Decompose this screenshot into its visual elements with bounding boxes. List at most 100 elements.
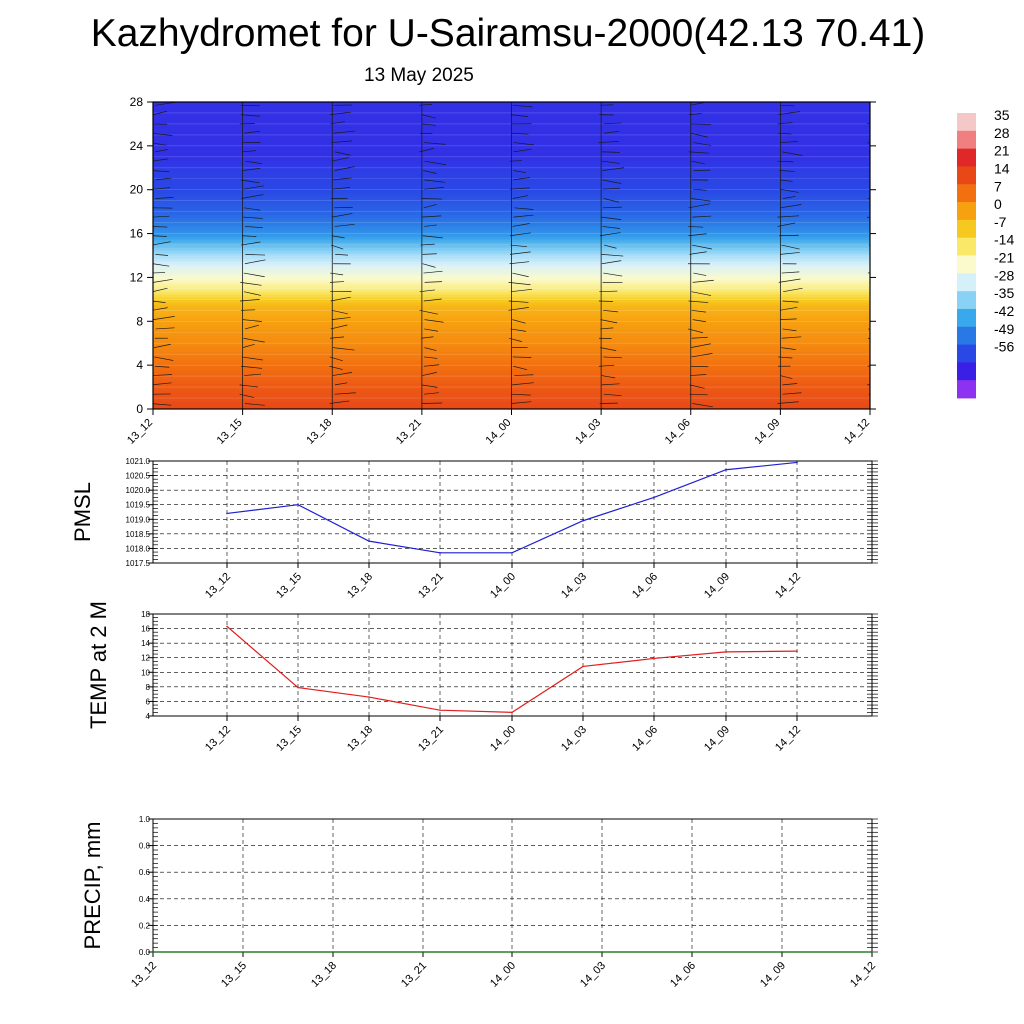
wind-barb xyxy=(692,403,713,408)
wind-barb xyxy=(154,356,174,361)
wind-barb xyxy=(245,254,266,256)
wind-barb xyxy=(602,206,622,209)
x-tick-label: 14_06 xyxy=(663,417,693,447)
wind-barb xyxy=(778,111,801,115)
wind-barb xyxy=(331,157,349,162)
data-point xyxy=(439,552,441,554)
data-point xyxy=(368,696,370,698)
wind-barb xyxy=(692,279,714,283)
x-tick-label: 13_12 xyxy=(129,960,159,990)
wind-barb xyxy=(690,102,704,106)
wind-barb xyxy=(243,291,261,296)
y-tick-label: 1018.0 xyxy=(126,544,151,553)
wind-barb xyxy=(600,327,614,330)
wind-barb xyxy=(153,187,171,190)
wind-barb xyxy=(424,179,445,183)
colorbar-swatch xyxy=(957,113,976,132)
colorbar-label: -21 xyxy=(994,250,1014,266)
x-tick-label: 13_12 xyxy=(203,724,233,754)
wind-barb xyxy=(603,122,622,125)
y-tick-label: 0.0 xyxy=(139,948,151,957)
wind-barb xyxy=(871,236,891,237)
wind-barb xyxy=(871,372,883,376)
x-tick-label: 14_09 xyxy=(752,417,782,447)
wind-barb xyxy=(510,328,527,332)
wind-barb xyxy=(329,365,343,370)
colorbar-swatch xyxy=(957,326,976,345)
wind-barb xyxy=(779,252,800,255)
wind-barb xyxy=(689,251,707,255)
wind-barb xyxy=(423,364,440,367)
wind-barb xyxy=(335,151,351,156)
wind-barb xyxy=(508,307,529,311)
wind-barb xyxy=(333,130,356,134)
x-tick-label: 13_18 xyxy=(304,417,334,447)
wind-barb xyxy=(602,187,620,190)
wind-barb xyxy=(780,318,797,320)
wind-barb xyxy=(243,185,265,190)
y-tick-label: 24 xyxy=(130,139,144,153)
wind-barb xyxy=(871,261,890,264)
y-tick-label: 16 xyxy=(141,625,150,634)
x-tick-label: 13_12 xyxy=(125,417,155,447)
data-point xyxy=(796,461,798,464)
wind-barb xyxy=(241,365,262,369)
wind-barb xyxy=(155,148,169,153)
data-point xyxy=(725,651,727,653)
wind-barb xyxy=(601,383,620,386)
wind-barb xyxy=(693,188,707,191)
x-tick-label: 14_03 xyxy=(573,417,603,447)
colorbar-swatch xyxy=(957,202,976,221)
wind-barb xyxy=(601,260,622,265)
wind-barb xyxy=(777,401,799,404)
wind-barb xyxy=(153,307,168,311)
wind-barb xyxy=(421,114,437,119)
x-tick-label: 14_12 xyxy=(773,724,803,754)
wind-barb xyxy=(513,177,531,181)
wind-barb xyxy=(423,298,442,302)
wind-barb xyxy=(421,384,438,388)
wind-barb xyxy=(872,177,890,179)
wind-barb xyxy=(602,226,620,229)
wind-barb xyxy=(599,232,621,237)
wind-barb xyxy=(604,244,617,249)
wind-barb xyxy=(688,151,710,154)
wind-barb xyxy=(242,319,262,322)
wind-barb xyxy=(242,343,255,348)
wind-barb xyxy=(872,169,891,171)
wind-barb xyxy=(511,132,529,135)
wind-barb xyxy=(422,235,443,239)
y-tick-label: 1.0 xyxy=(139,815,151,824)
data-point xyxy=(601,951,603,953)
y-tick-label: 0.2 xyxy=(139,921,151,930)
wind-barb xyxy=(693,272,707,276)
colorbar-label: -35 xyxy=(994,285,1014,301)
pmsl-panel: 1017.5 1018.0 1018.5 1019.0 1019.5 1020.0 1020… xyxy=(70,457,878,601)
wind-barb xyxy=(154,343,171,348)
wind-barb xyxy=(514,374,534,376)
wind-barb xyxy=(243,272,265,278)
colorbar-swatch xyxy=(957,166,976,185)
wind-barb xyxy=(153,133,173,136)
y-tick-label: 12 xyxy=(141,654,150,663)
wind-barb xyxy=(509,261,530,265)
wind-barb xyxy=(692,319,706,323)
y-tick-label: 1020.0 xyxy=(126,486,151,495)
wind-barb xyxy=(512,223,530,227)
wind-barb xyxy=(508,282,531,286)
wind-barb xyxy=(240,282,262,286)
wind-barb xyxy=(873,292,892,295)
x-tick-label: 13_15 xyxy=(215,417,245,447)
wind-barb xyxy=(332,187,350,190)
y-tick-label: 20 xyxy=(130,183,144,197)
wind-barb xyxy=(512,319,526,324)
colorbar-label: 35 xyxy=(994,107,1010,123)
data-point xyxy=(297,686,299,689)
wind-barb xyxy=(689,384,705,389)
colorbar-label: 21 xyxy=(994,143,1010,159)
x-tick-label: 13_18 xyxy=(345,724,375,754)
wind-barb xyxy=(422,263,436,268)
wind-barb xyxy=(781,244,800,250)
wind-barb xyxy=(329,400,350,404)
